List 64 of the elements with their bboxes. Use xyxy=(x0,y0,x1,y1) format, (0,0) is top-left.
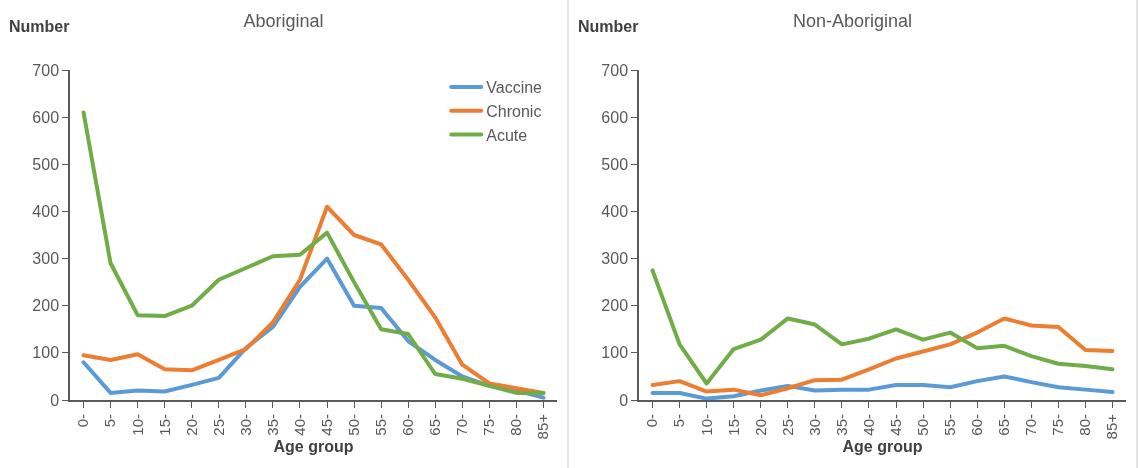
x-tick-label: 70- xyxy=(1022,414,1040,436)
chart-title: Non-Aboriginal xyxy=(792,10,913,31)
x-tick-label: 5- xyxy=(101,414,119,428)
x-tick-label: 75- xyxy=(1049,414,1067,436)
line-series xyxy=(650,316,1115,398)
y-tick-label: 500 xyxy=(601,155,629,173)
y-axis-title: Number xyxy=(9,18,70,35)
y-tick-label: 200 xyxy=(601,297,629,315)
x-tick-label: 75- xyxy=(480,414,498,436)
x-tick-label: 25- xyxy=(778,414,796,436)
y-tick-label: 300 xyxy=(601,250,629,268)
x-tick-label: 35- xyxy=(832,414,850,436)
x-tick-label: 5- xyxy=(670,414,688,428)
x-tick-label: 20- xyxy=(751,414,769,436)
x-tick-label: 65- xyxy=(426,414,444,436)
x-tick-label: 15- xyxy=(724,414,742,436)
y-tick-label: 100 xyxy=(32,344,60,362)
y-tick-label: 200 xyxy=(32,297,60,315)
x-tick-label: 35- xyxy=(263,414,281,436)
x-tick-label: 45- xyxy=(886,414,904,436)
x-tick-label: 30- xyxy=(236,414,254,436)
x-tick-label: 65- xyxy=(995,414,1013,436)
x-tick-label: 55- xyxy=(372,414,390,436)
x-tick-label: 25- xyxy=(209,414,227,436)
y-tick-label: 500 xyxy=(32,155,60,173)
x-axis-title: Age group xyxy=(273,437,354,455)
x-tick-label: 10- xyxy=(697,414,715,436)
legend-label: Vaccine xyxy=(486,79,543,97)
x-tick-label: 50- xyxy=(913,414,931,436)
legend-label: Acute xyxy=(486,126,528,144)
y-tick-label: 600 xyxy=(32,108,60,126)
y-tick-label: 700 xyxy=(601,61,629,79)
x-tick-label: 60- xyxy=(399,414,417,436)
x-tick-label: 85+ xyxy=(1103,413,1121,440)
x-axis-title: Age group xyxy=(842,437,923,455)
y-tick-label: 400 xyxy=(601,203,629,221)
y-axis-title: Number xyxy=(578,18,639,35)
x-tick-label: 0- xyxy=(74,414,92,428)
x-tick-label: 30- xyxy=(805,414,823,436)
x-tick-label: 70- xyxy=(453,414,471,436)
x-tick-label: 0- xyxy=(643,414,661,428)
x-tick-label: 60- xyxy=(968,414,986,436)
y-tick-label: 0 xyxy=(50,391,60,409)
y-tick-label: 600 xyxy=(601,108,629,126)
x-tick-label: 20- xyxy=(182,414,200,436)
x-tick-label: 10- xyxy=(128,414,146,436)
x-tick-label: 15- xyxy=(155,414,173,436)
line-series xyxy=(650,374,1115,400)
chart-title: Aboriginal xyxy=(243,10,324,31)
x-tick-label: 45- xyxy=(317,414,335,436)
y-tick-label: 0 xyxy=(619,391,629,409)
x-tick-label: 40- xyxy=(859,414,877,436)
x-tick-label: 40- xyxy=(290,414,308,436)
x-tick-label: 80- xyxy=(507,414,525,436)
y-tick-label: 300 xyxy=(32,250,60,268)
y-tick-label: 700 xyxy=(32,61,60,79)
x-tick-label: 50- xyxy=(344,414,362,436)
y-tick-label: 400 xyxy=(32,203,60,221)
y-tick-label: 100 xyxy=(601,344,629,362)
x-tick-label: 85+ xyxy=(534,413,552,440)
x-tick-label: 80- xyxy=(1076,414,1094,436)
x-tick-label: 55- xyxy=(941,414,959,436)
legend-label: Chronic xyxy=(486,102,542,120)
line-series xyxy=(650,268,1115,386)
